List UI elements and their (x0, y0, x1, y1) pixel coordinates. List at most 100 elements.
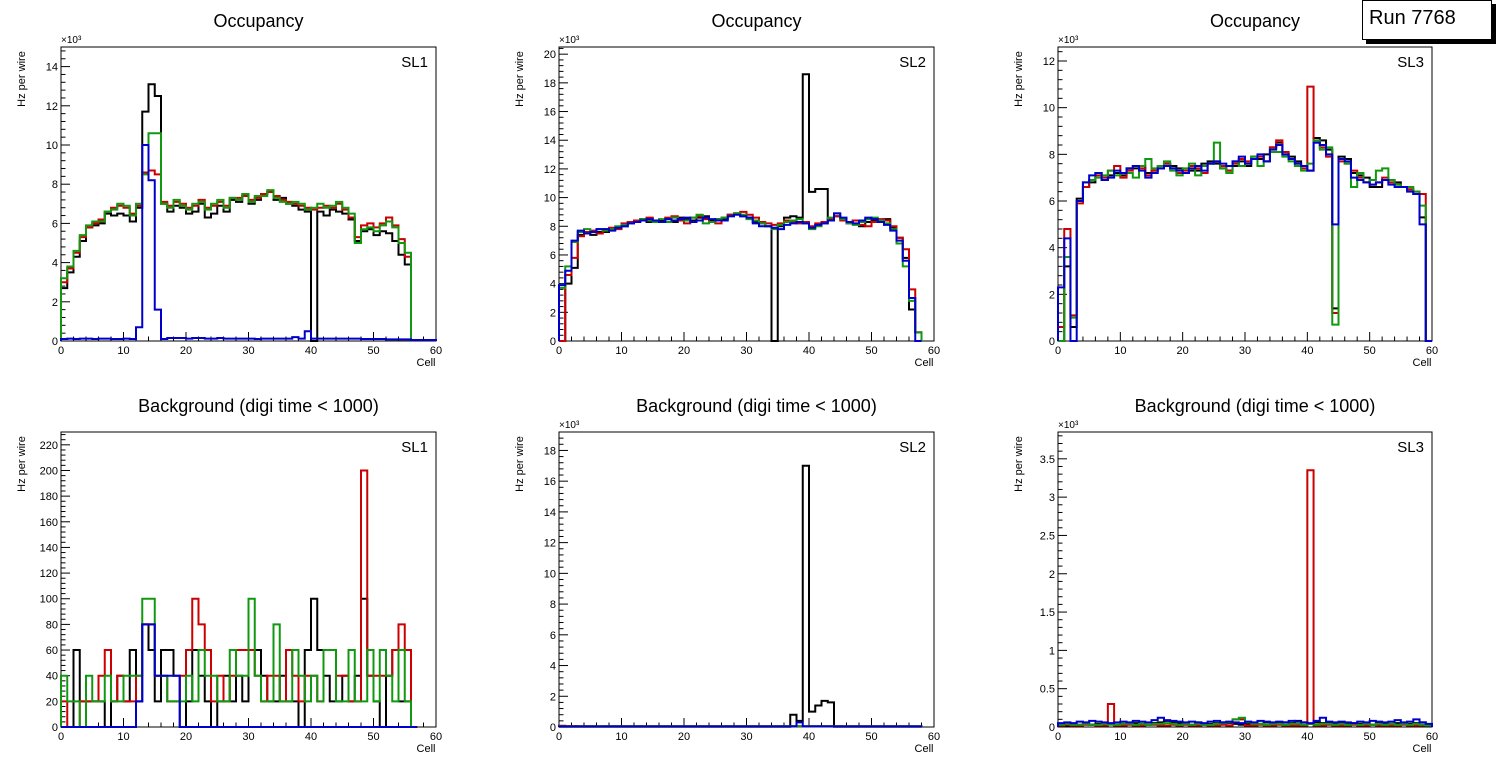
y-axis-exponent: ×10³ (61, 35, 82, 46)
y-tick-label: 8 (550, 599, 556, 611)
x-tick-label: 30 (242, 731, 254, 743)
x-tick-label: 50 (1364, 345, 1376, 357)
chart-panel-2: 0 10 20 30 40 50 60 0 2 4 6 8 10 12 14 16 18 20 Occupancy S… (514, 11, 940, 369)
y-tick-label: 20 (544, 49, 556, 61)
x-tick-label: 60 (1426, 345, 1438, 357)
panel-label: SL1 (401, 54, 428, 71)
chart-panel-6: 0 10 20 30 40 50 60 0 0.5 1 1.5 2 2.5 3 3.5 Background … (1013, 396, 1438, 755)
y-axis-label: Hz per wire (1013, 436, 1025, 492)
y-tick-label: 6 (1049, 196, 1055, 208)
y-tick-label: 8 (550, 221, 556, 233)
series-red-histogram (1057, 85, 1432, 342)
x-tick-label: 10 (117, 731, 129, 743)
y-tick-label: 8 (1049, 149, 1055, 161)
x-axis-label: Cell (1413, 743, 1432, 755)
series-blue-histogram (558, 212, 922, 342)
x-tick-label: 0 (556, 731, 562, 743)
y-tick-label: 6 (52, 218, 58, 230)
x-tick-label: 20 (180, 731, 192, 743)
y-tick-label: 4 (1049, 243, 1055, 255)
y-axis-exponent: ×10³ (559, 420, 580, 431)
x-tick-label: 40 (305, 345, 317, 357)
x-tick-label: 40 (305, 731, 317, 743)
x-tick-label: 60 (430, 345, 442, 357)
series-blue-histogram (60, 144, 437, 342)
panel-label: SL3 (1397, 439, 1424, 456)
x-tick-label: 30 (740, 345, 752, 357)
y-tick-label: 1 (1049, 645, 1055, 657)
y-tick-label: 2 (1049, 289, 1055, 301)
y-tick-label: 8 (52, 179, 58, 191)
y-tick-label: 16 (544, 107, 556, 119)
y-tick-label: 2 (1049, 569, 1055, 581)
y-tick-label: 2 (52, 297, 58, 309)
x-tick-label: 20 (678, 345, 690, 357)
y-tick-label: 20 (46, 696, 58, 708)
y-axis-label: Hz per wire (1013, 51, 1025, 107)
panel-label: SL2 (899, 54, 926, 71)
x-tick-label: 20 (678, 731, 690, 743)
y-tick-label: 12 (544, 164, 556, 176)
x-tick-label: 50 (367, 345, 379, 357)
x-tick-label: 50 (865, 345, 877, 357)
chart-title: Background (digi time < 1000) (1135, 396, 1376, 416)
y-tick-label: 10 (544, 568, 556, 580)
y-tick-label: 220 (40, 440, 58, 452)
series-blue-histogram (558, 721, 923, 728)
x-tick-label: 20 (1177, 345, 1189, 357)
y-tick-label: 6 (550, 630, 556, 642)
chart-title: Occupancy (711, 11, 801, 31)
y-tick-label: 180 (40, 491, 58, 503)
x-axis-label: Cell (417, 743, 436, 755)
x-tick-label: 60 (928, 345, 940, 357)
x-tick-label: 40 (803, 345, 815, 357)
y-tick-label: 200 (40, 465, 58, 477)
x-tick-label: 30 (1239, 731, 1251, 743)
chart-panel-5: 0 10 20 30 40 50 60 0 2 4 6 8 10 12 14 16 18 Background (… (514, 396, 940, 755)
run-label-box (1362, 0, 1492, 40)
y-tick-label: 3.5 (1040, 454, 1055, 466)
y-tick-label: 120 (40, 568, 58, 580)
chart-title: Occupancy (213, 11, 303, 31)
x-tick-label: 40 (1301, 345, 1313, 357)
y-tick-label: 140 (40, 542, 58, 554)
y-tick-label: 0 (1049, 722, 1055, 734)
plot-frame (1057, 431, 1433, 728)
series-black-histogram (559, 73, 923, 342)
y-tick-label: 16 (544, 476, 556, 488)
panel-label: SL1 (401, 439, 428, 456)
plot-frame (558, 46, 935, 342)
x-tick-label: 0 (58, 345, 64, 357)
y-tick-label: 2.5 (1040, 530, 1055, 542)
y-tick-label: 18 (544, 78, 556, 90)
plot-frame (1057, 46, 1433, 342)
panel-label: SL3 (1397, 54, 1424, 71)
y-tick-label: 4 (550, 661, 556, 673)
x-tick-label: 30 (242, 345, 254, 357)
y-tick-label: 10 (1043, 103, 1055, 115)
y-tick-label: 6 (550, 250, 556, 262)
chart-title: Background (digi time < 1000) (138, 396, 379, 416)
chart-panel-3: 0 10 20 30 40 50 60 0 2 4 6 8 10 12 Occupancy SL3 Cell Hz… (1013, 11, 1438, 369)
series-blue-histogram (61, 623, 418, 728)
y-tick-label: 12 (46, 101, 58, 113)
y-tick-label: 4 (52, 258, 58, 270)
y-tick-label: 160 (40, 517, 58, 529)
series-blue-histogram (1057, 716, 1433, 727)
series-black-histogram (558, 464, 923, 728)
chart-panel-4: 0 10 20 30 40 50 60 0 20 40 60 80 100 120 140 160 180 200… (16, 396, 442, 755)
y-axis-label: Hz per wire (16, 51, 28, 107)
x-tick-label: 10 (615, 731, 627, 743)
x-tick-label: 30 (1239, 345, 1251, 357)
x-tick-label: 60 (928, 731, 940, 743)
x-tick-label: 0 (1055, 345, 1061, 357)
y-axis-label: Hz per wire (514, 51, 526, 107)
series-black-histogram (60, 83, 412, 342)
series-green-histogram (60, 132, 412, 341)
y-tick-label: 0 (1049, 336, 1055, 348)
series-green-histogram (558, 212, 923, 341)
series-black-histogram (61, 597, 418, 728)
x-tick-label: 50 (1364, 731, 1376, 743)
series-green-histogram (60, 597, 418, 728)
